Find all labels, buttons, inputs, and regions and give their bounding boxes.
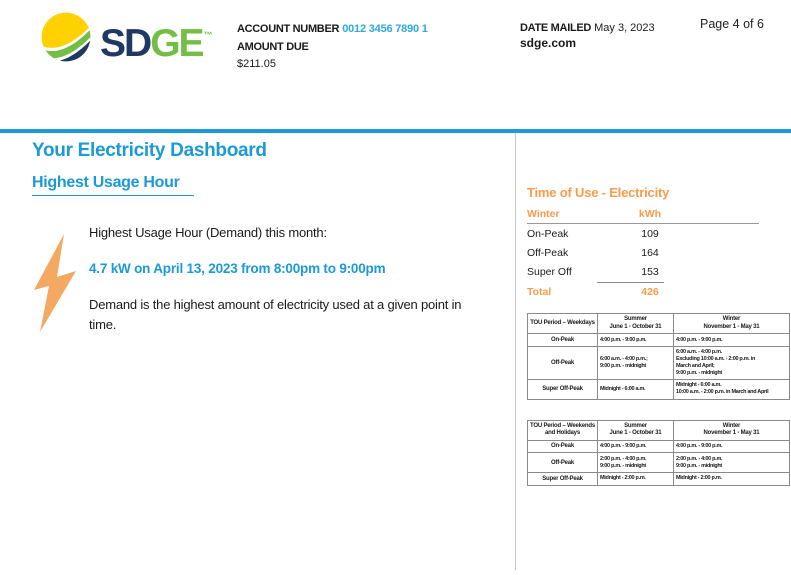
tou-winter-cell: 4:00 p.m. - 9:00 p.m. — [673, 333, 790, 347]
table-row: On-Peak 4:00 p.m. - 9:00 p.m. 4:00 p.m. … — [527, 439, 790, 454]
tou-period-cell: Off-Peak — [527, 452, 598, 473]
tou-winter-cell: Midnight - 6:00 a.m. 10:00 a.m. - 2:00 p… — [673, 378, 790, 400]
usage-row-label: Off-Peak — [527, 247, 569, 259]
tou-period-cell: On-Peak — [527, 439, 598, 454]
tou-period-cell: Super Off-Peak — [527, 378, 598, 400]
usage-row-value: 153 — [641, 266, 659, 278]
amount-due-value: $211.05 — [237, 58, 276, 70]
table-row: Off-Peak 6:00 a.m. - 4:00 p.m.; 9:00 p.m… — [527, 345, 790, 380]
table-row: Super Off-Peak Midnight - 6:00 a.m. Midn… — [527, 378, 790, 400]
tou-period-cell: On-Peak — [527, 333, 598, 347]
total-value: 426 — [641, 286, 659, 298]
table-row: TOU Period – Weekends and Holidays Summe… — [527, 419, 790, 441]
usage-row-label: On-Peak — [527, 228, 569, 240]
table-row: Off-Peak 2:00 p.m. - 4:00 p.m. 9:00 p.m.… — [527, 452, 790, 473]
tou-period-cell: Off-Peak — [527, 345, 598, 380]
tou-summer-cell: 4:00 p.m. - 9:00 p.m. — [597, 333, 674, 347]
demand-intro: Highest Usage Hour (Demand) this month: — [89, 225, 327, 240]
usage-total-row: Total 426 — [527, 282, 759, 298]
trademark-symbol: ™ — [203, 30, 213, 40]
usage-row-value: 164 — [641, 247, 659, 259]
date-block: DATE MAILED May 3, 2023 sdge.com — [520, 21, 655, 51]
total-rule — [597, 282, 664, 283]
season-header: Winter — [527, 208, 560, 220]
tou-summer-cell: Midnight - 6:00 a.m. — [597, 378, 674, 400]
account-number-value: 0012 3456 7890 1 — [342, 23, 428, 35]
tou-period-cell: Super Off-Peak — [527, 471, 598, 486]
table-row: Super Off 153 — [527, 262, 759, 281]
date-mailed-value: May 3, 2023 — [594, 22, 655, 34]
website-link: sdge.com — [520, 36, 577, 50]
tou-winter-cell: 2:00 p.m. - 4:00 p.m. 9:00 p.m. - midnig… — [673, 452, 790, 473]
tou-summer-cell: Midnight - 2:00 p.m. — [597, 471, 674, 486]
sdge-logo: SDGE™ — [40, 9, 213, 70]
table-row: TOU Period – Weekdays Summer June 1 - Oc… — [527, 313, 790, 334]
account-number-label: ACCOUNT NUMBER — [237, 23, 340, 35]
unit-header: kWh — [638, 208, 662, 220]
tou-summer-cell: 6:00 a.m. - 4:00 p.m.; 9:00 p.m. - midni… — [597, 345, 674, 380]
tou-summer-cell: 2:00 p.m. - 4:00 p.m. 9:00 p.m. - midnig… — [597, 452, 674, 473]
tou-weekdays-table: TOU Period – Weekdays Summer June 1 - Oc… — [527, 313, 790, 400]
sdge-logo-text: SDGE™ — [100, 9, 213, 70]
highest-usage-hour-panel: Highest Usage Hour (Demand) this month: … — [30, 222, 464, 335]
usage-row-value: 109 — [641, 228, 659, 240]
account-number-row: ACCOUNT NUMBER 0012 3456 7890 1 — [237, 21, 428, 39]
tou-winter-cell: 4:00 p.m. - 9:00 p.m. — [673, 439, 790, 454]
tou-winter-cell: 6:00 a.m. - 4:00 p.m. Excluding 10:00 a.… — [673, 345, 790, 380]
table-row: Super Off-Peak Midnight - 2:00 p.m. Midn… — [527, 471, 790, 486]
winter-usage-table: Winter kWh On-Peak 109 Off-Peak 164 Supe… — [527, 208, 759, 298]
time-of-use-panel: Time of Use - Electricity Winter kWh On-… — [516, 133, 790, 486]
lightning-bolt-icon — [34, 234, 76, 332]
page-indicator: Page 4 of 6 — [700, 17, 764, 31]
tou-summer-header: Summer June 1 - October 31 — [597, 313, 674, 334]
usage-table-header: Winter kWh — [527, 208, 759, 224]
tou-winter-header: Winter November 1 - May 31 — [673, 313, 790, 334]
demand-text: Highest Usage Hour (Demand) this month: … — [89, 222, 464, 335]
tou-period-header: TOU Period – Weekdays — [527, 313, 598, 334]
account-block: ACCOUNT NUMBER 0012 3456 7890 1 AMOUNT D… — [237, 21, 428, 74]
date-mailed-label: DATE MAILED — [520, 22, 592, 34]
tou-weekends-table: TOU Period – Weekends and Holidays Summe… — [527, 419, 790, 486]
column-divider — [515, 133, 516, 570]
usage-row-label: Super Off — [527, 266, 572, 278]
sdge-globe-icon — [41, 12, 91, 62]
logo-sd: SD — [100, 22, 152, 65]
logo-ge: GE — [150, 22, 204, 65]
date-mailed-row: DATE MAILED May 3, 2023 — [520, 21, 655, 36]
tou-summer-header: Summer June 1 - October 31 — [597, 419, 674, 441]
tou-winter-header: Winter November 1 - May 31 — [673, 419, 790, 441]
tou-period-header: TOU Period – Weekends and Holidays — [527, 419, 598, 441]
table-row: On-Peak 4:00 p.m. - 9:00 p.m. 4:00 p.m. … — [527, 333, 790, 347]
tou-winter-cell: Midnight - 2:00 p.m. — [673, 471, 790, 486]
table-row: Off-Peak 164 — [527, 243, 759, 262]
tou-summer-cell: 4:00 p.m. - 9:00 p.m. — [597, 439, 674, 454]
section-title-highest-usage-hour: Highest Usage Hour — [32, 174, 194, 196]
table-row: On-Peak 109 — [527, 224, 759, 243]
total-label: Total — [527, 286, 552, 298]
time-of-use-title: Time of Use - Electricity — [527, 185, 670, 200]
page-title: Your Electricity Dashboard — [32, 140, 267, 161]
header-divider — [0, 129, 791, 133]
demand-description: Demand is the highest amount of electric… — [89, 297, 462, 333]
amount-due-label: AMOUNT DUE — [237, 40, 309, 53]
demand-value: 4.7 kW on April 13, 2023 from 8:00pm to … — [89, 261, 386, 276]
